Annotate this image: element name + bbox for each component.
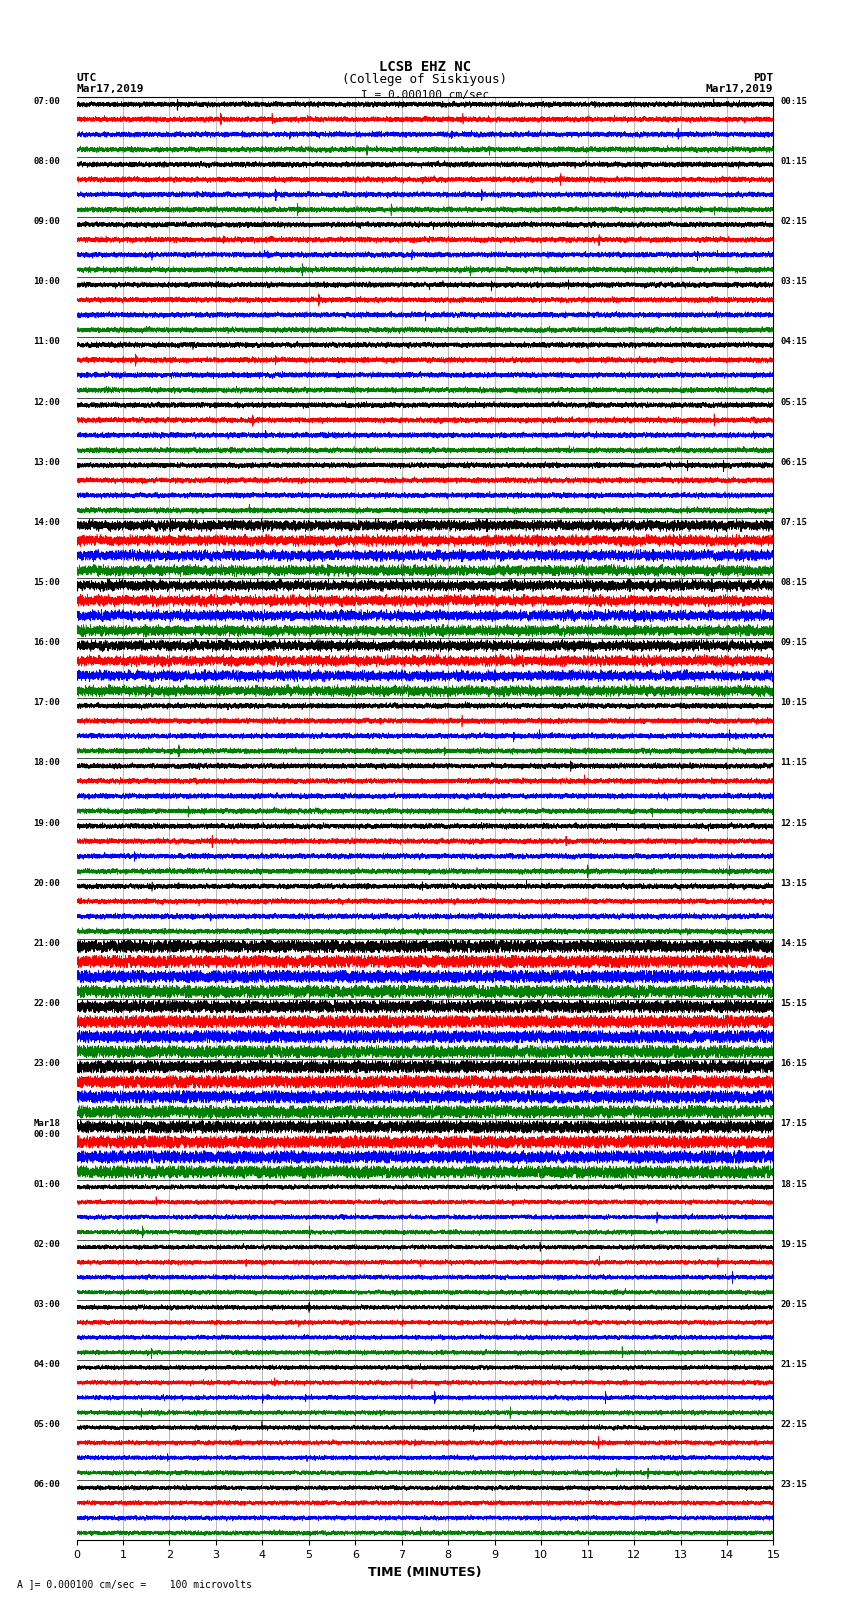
Text: 13:15: 13:15	[780, 879, 808, 887]
Text: (College of Siskiyous): (College of Siskiyous)	[343, 73, 507, 85]
Text: 15:00: 15:00	[33, 577, 60, 587]
Text: 10:15: 10:15	[780, 698, 808, 706]
Text: 03:00: 03:00	[33, 1300, 60, 1308]
Text: 16:00: 16:00	[33, 639, 60, 647]
Text: 10:00: 10:00	[33, 277, 60, 286]
Text: 04:15: 04:15	[780, 337, 808, 347]
Text: 11:15: 11:15	[780, 758, 808, 768]
Text: 11:00: 11:00	[33, 337, 60, 347]
Text: 02:00: 02:00	[33, 1240, 60, 1248]
Text: 19:15: 19:15	[780, 1240, 808, 1248]
Text: 18:00: 18:00	[33, 758, 60, 768]
Text: 17:15: 17:15	[780, 1119, 808, 1129]
Text: 03:15: 03:15	[780, 277, 808, 286]
Text: A ]= 0.000100 cm/sec =    100 microvolts: A ]= 0.000100 cm/sec = 100 microvolts	[17, 1579, 252, 1589]
Text: 14:00: 14:00	[33, 518, 60, 527]
Text: 09:00: 09:00	[33, 218, 60, 226]
Text: PDT
Mar17,2019: PDT Mar17,2019	[706, 73, 774, 94]
Text: 05:15: 05:15	[780, 397, 808, 406]
Text: 21:15: 21:15	[780, 1360, 808, 1369]
Text: 14:15: 14:15	[780, 939, 808, 948]
Text: I = 0.000100 cm/sec: I = 0.000100 cm/sec	[361, 90, 489, 100]
Text: 13:00: 13:00	[33, 458, 60, 466]
Text: 12:00: 12:00	[33, 397, 60, 406]
Text: 06:00: 06:00	[33, 1481, 60, 1489]
Text: 15:15: 15:15	[780, 998, 808, 1008]
Text: 12:15: 12:15	[780, 819, 808, 827]
Text: 04:00: 04:00	[33, 1360, 60, 1369]
Text: 17:00: 17:00	[33, 698, 60, 706]
Text: 08:15: 08:15	[780, 577, 808, 587]
Text: 01:00: 01:00	[33, 1179, 60, 1189]
Text: 09:15: 09:15	[780, 639, 808, 647]
Text: 20:00: 20:00	[33, 879, 60, 887]
Text: 23:00: 23:00	[33, 1060, 60, 1068]
Text: 06:15: 06:15	[780, 458, 808, 466]
Text: 23:15: 23:15	[780, 1481, 808, 1489]
Text: 05:00: 05:00	[33, 1419, 60, 1429]
Text: 22:15: 22:15	[780, 1419, 808, 1429]
Text: 16:15: 16:15	[780, 1060, 808, 1068]
Text: 02:15: 02:15	[780, 218, 808, 226]
Text: 08:00: 08:00	[33, 156, 60, 166]
Text: 20:15: 20:15	[780, 1300, 808, 1308]
Text: 07:15: 07:15	[780, 518, 808, 527]
Text: 22:00: 22:00	[33, 998, 60, 1008]
Text: 01:15: 01:15	[780, 156, 808, 166]
Text: LCSB EHZ NC: LCSB EHZ NC	[379, 60, 471, 74]
Text: UTC
Mar17,2019: UTC Mar17,2019	[76, 73, 144, 94]
Text: 07:00: 07:00	[33, 97, 60, 106]
Text: 21:00: 21:00	[33, 939, 60, 948]
X-axis label: TIME (MINUTES): TIME (MINUTES)	[368, 1566, 482, 1579]
Text: Mar18
00:00: Mar18 00:00	[33, 1119, 60, 1139]
Text: 19:00: 19:00	[33, 819, 60, 827]
Text: 00:15: 00:15	[780, 97, 808, 106]
Text: 18:15: 18:15	[780, 1179, 808, 1189]
